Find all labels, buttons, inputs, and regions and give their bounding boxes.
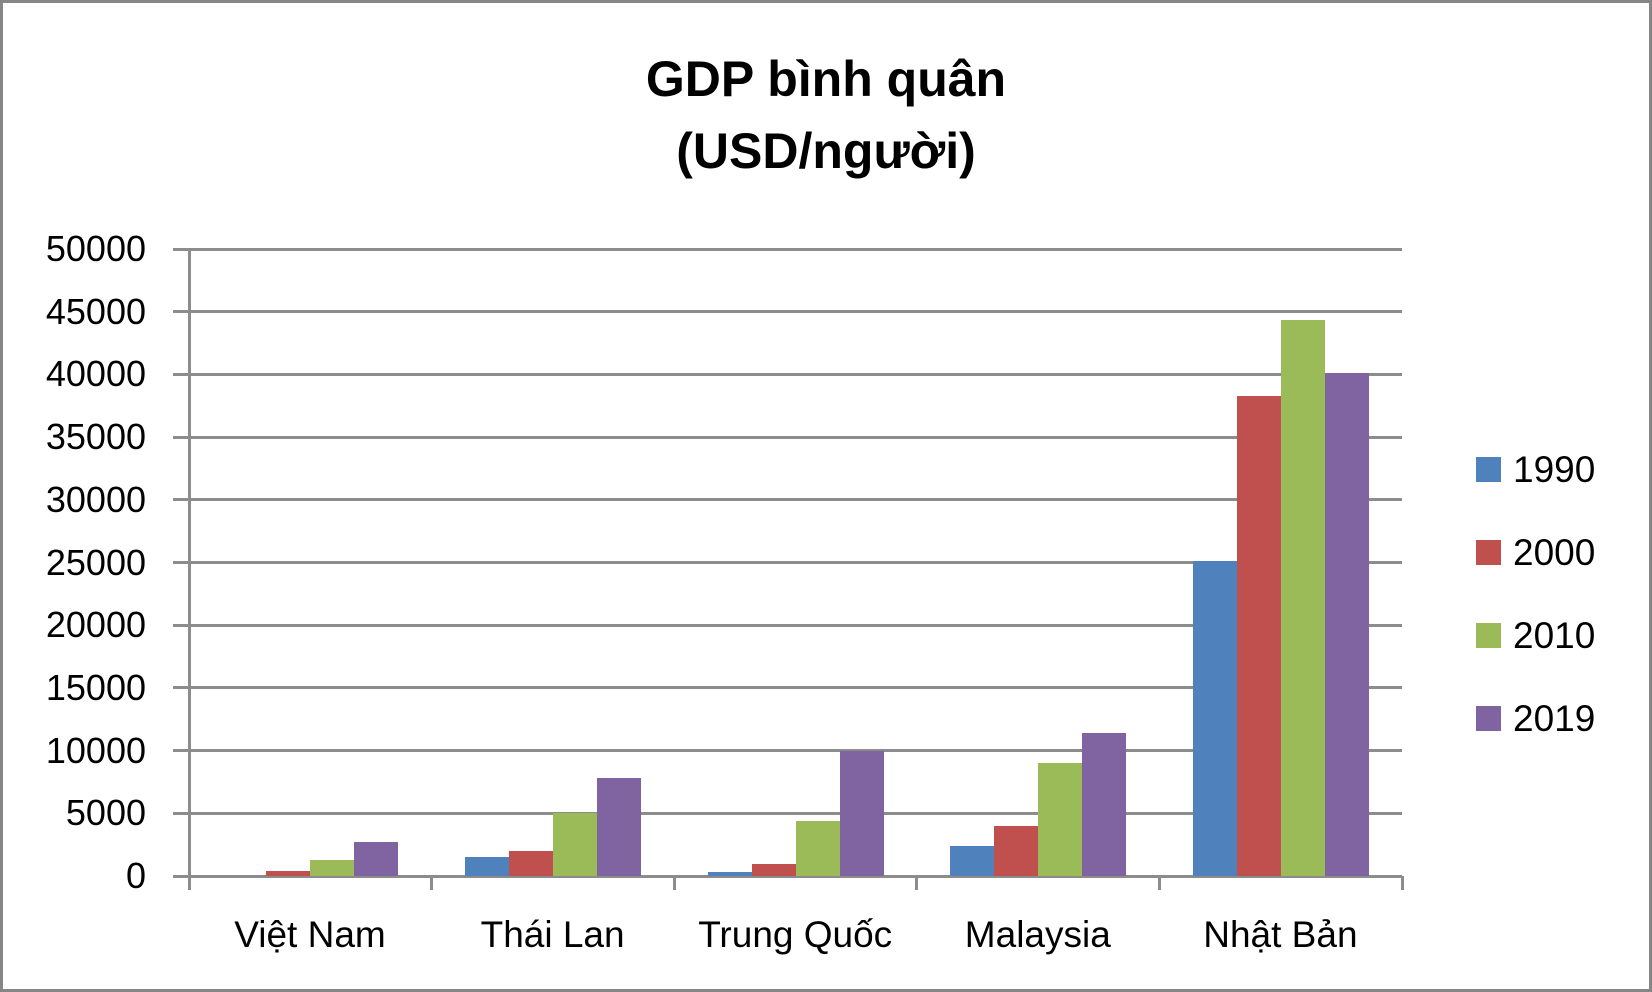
bar-2000 [266, 870, 311, 876]
bar-1990 [950, 845, 995, 876]
y-tick-label: 40000 [45, 353, 146, 395]
y-axis-line [187, 249, 191, 890]
y-tick-label: 10000 [45, 729, 146, 771]
legend-label: 2019 [1513, 698, 1596, 739]
bar-2019 [354, 842, 399, 876]
legend-swatch-icon [1476, 457, 1501, 482]
y-tick-label: 50000 [45, 228, 146, 269]
bar-2010 [795, 820, 840, 876]
bar-2000 [508, 850, 553, 876]
bar-2010 [552, 812, 597, 876]
bar-2010 [1280, 320, 1325, 876]
x-category-label: Việt Nam [234, 914, 386, 955]
x-category-label: Thái Lan [480, 914, 625, 955]
gridline [173, 498, 1402, 502]
x-category-label: Nhật Bản [1203, 914, 1358, 955]
bar-2010 [310, 859, 355, 876]
gridline [173, 435, 1402, 439]
bar-2000 [751, 863, 796, 876]
y-tick-label: 0 [125, 855, 146, 896]
gridline [173, 623, 1402, 627]
y-tick-label: 35000 [45, 416, 146, 458]
legend-label: 2010 [1513, 615, 1596, 656]
bar-2019 [1324, 373, 1369, 876]
legend-label: 2000 [1513, 532, 1596, 573]
legend-swatch-icon [1476, 540, 1501, 565]
chart-title-line-2: (USD/người) [676, 123, 976, 179]
gridline [173, 749, 1402, 753]
x-category-label: Malaysia [964, 914, 1111, 955]
x-tick [672, 876, 676, 890]
bar-1990 [1192, 561, 1237, 876]
bar-2010 [1038, 763, 1083, 876]
gridline [173, 247, 1402, 251]
x-tick [915, 876, 919, 890]
gridline [173, 686, 1402, 690]
x-tick [1400, 876, 1404, 890]
bar-2000 [1236, 395, 1281, 876]
bar-2019 [596, 778, 641, 876]
bar-2019 [1082, 733, 1127, 876]
bar-1990 [464, 857, 509, 876]
gridline [173, 310, 1402, 314]
x-tick [1157, 876, 1161, 890]
gridline [173, 811, 1402, 815]
y-tick-label: 15000 [45, 666, 146, 708]
legend-swatch-icon [1476, 623, 1501, 648]
gridline [173, 561, 1402, 564]
legend-swatch-icon [1476, 706, 1501, 731]
y-tick-label: 25000 [45, 541, 146, 583]
legend-label: 1990 [1513, 449, 1596, 490]
x-tick [430, 876, 434, 890]
bar-1990 [707, 871, 752, 876]
bar-2019 [839, 750, 884, 876]
x-category-label: Trung Quốc [698, 914, 893, 955]
bar-2000 [994, 825, 1039, 876]
chart-title-line-1: GDP bình quân [645, 51, 1007, 107]
y-tick-label: 45000 [45, 290, 146, 332]
y-tick-label: 30000 [45, 478, 146, 520]
x-tick [187, 876, 191, 890]
y-tick-label: 5000 [65, 792, 146, 834]
y-tick-label: 20000 [45, 604, 146, 646]
gridline [173, 874, 1402, 878]
gridline [173, 372, 1402, 376]
